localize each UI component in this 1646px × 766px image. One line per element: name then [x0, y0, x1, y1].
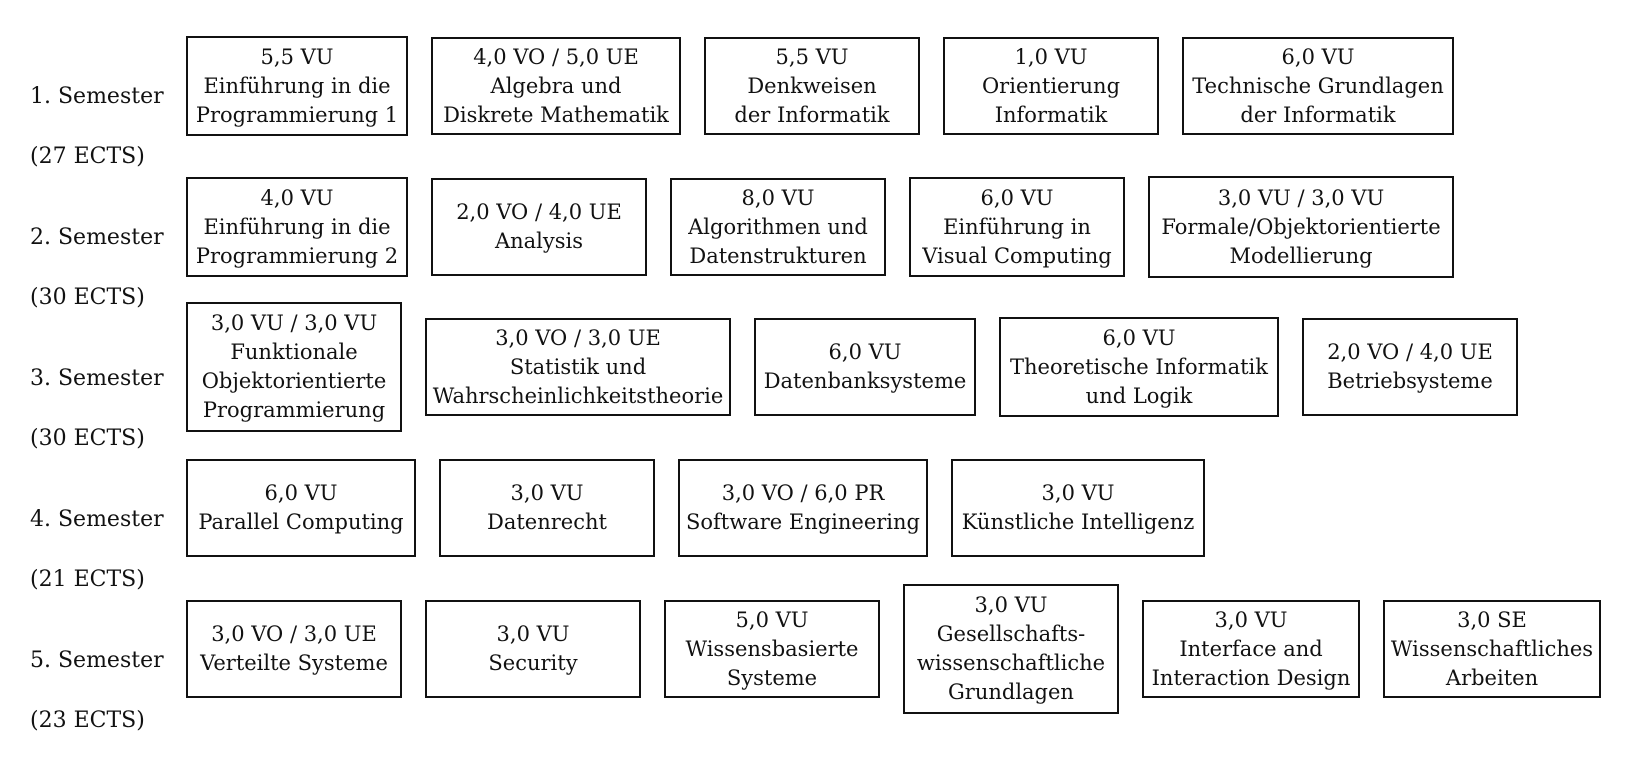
- course-box: 8,0 VU Algorithmen und Datenstrukturen: [670, 178, 886, 276]
- course-box: 3,0 SE Wissenschaftliches Arbeiten: [1383, 600, 1601, 698]
- course-box: 3,0 VU Datenrecht: [439, 459, 655, 557]
- semester-label-3: 3. Semester (30 ECTS): [30, 366, 164, 451]
- course-box: 6,0 VU Einführung in Visual Computing: [909, 177, 1125, 277]
- course-box: 4,0 VU Einführung in die Programmierung …: [186, 177, 408, 277]
- semester-label-5: 5. Semester (23 ECTS): [30, 648, 164, 733]
- course-box: 3,0 VO / 3,0 UE Statistik und Wahrschein…: [425, 318, 731, 416]
- course-box: 5,5 VU Denkweisen der Informatik: [704, 37, 920, 135]
- course-box: 1,0 VU Orientierung Informatik: [943, 37, 1159, 135]
- course-box: 3,0 VU Gesellschafts- wissenschaftliche …: [903, 584, 1119, 714]
- course-box: 6,0 VU Parallel Computing: [186, 459, 416, 557]
- course-box: 2,0 VO / 4,0 UE Analysis: [431, 178, 647, 276]
- course-box: 3,0 VU Künstliche Intelligenz: [951, 459, 1205, 557]
- semester-label-4: 4. Semester (21 ECTS): [30, 507, 164, 592]
- course-box: 5,0 VU Wissensbasierte Systeme: [664, 600, 880, 698]
- course-box: 3,0 VO / 6,0 PR Software Engineering: [678, 459, 928, 557]
- course-box: 3,0 VU Interface and Interaction Design: [1142, 600, 1360, 698]
- course-box: 6,0 VU Technische Grundlagen der Informa…: [1182, 37, 1454, 135]
- course-box: 3,0 VU / 3,0 VU Formale/Objektorientiert…: [1148, 176, 1454, 278]
- course-box: 3,0 VU / 3,0 VU Funktionale Objektorient…: [186, 302, 402, 432]
- course-box: 4,0 VO / 5,0 UE Algebra und Diskrete Mat…: [431, 37, 681, 135]
- course-box: 5,5 VU Einführung in die Programmierung …: [186, 36, 408, 136]
- semester-label-2: 2. Semester (30 ECTS): [30, 225, 164, 310]
- course-box: 3,0 VU Security: [425, 600, 641, 698]
- course-box: 3,0 VO / 3,0 UE Verteilte Systeme: [186, 600, 402, 698]
- semester-label-1: 1. Semester (27 ECTS): [30, 84, 164, 169]
- course-box: 2,0 VO / 4,0 UE Betriebsysteme: [1302, 318, 1518, 416]
- course-box: 6,0 VU Datenbanksysteme: [754, 318, 976, 416]
- course-box: 6,0 VU Theoretische Informatik und Logik: [999, 317, 1279, 417]
